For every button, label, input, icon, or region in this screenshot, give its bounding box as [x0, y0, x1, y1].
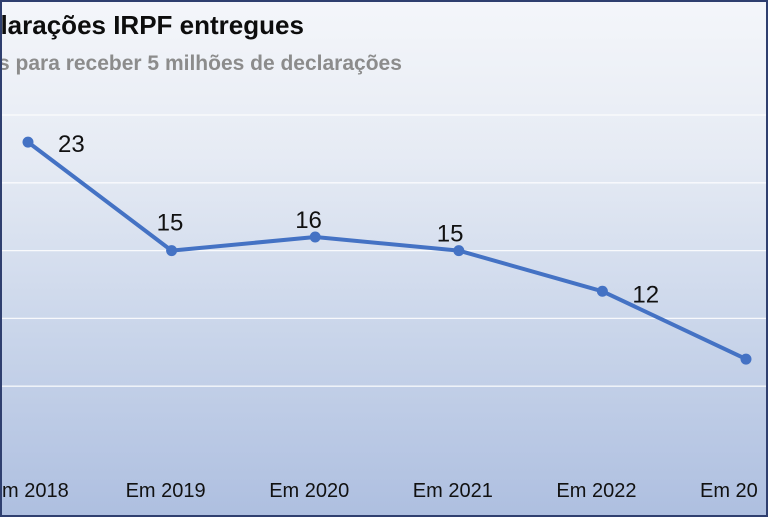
data-point	[740, 353, 752, 365]
data-label: 23	[58, 131, 85, 158]
data-label: 16	[295, 207, 322, 234]
data-point	[166, 245, 178, 257]
data-label: 15	[157, 210, 184, 237]
chart-subtitle: s para receber 5 milhões de declarações	[0, 52, 402, 75]
data-label: 15	[437, 221, 464, 248]
series-line	[26, 140, 747, 361]
data-point	[596, 285, 608, 297]
data-label: 12	[632, 281, 659, 308]
data-point	[309, 231, 321, 243]
data-point	[22, 136, 34, 148]
x-tick-label: Em 2021	[413, 480, 493, 502]
x-tick-label: Em 2022	[556, 480, 636, 502]
data-point	[453, 245, 465, 257]
x-tick-label: m 2018	[2, 480, 69, 502]
x-tick-label: Em 20	[700, 480, 758, 502]
chart-title: clarações IRPF entregues	[0, 10, 304, 40]
x-tick-label: Em 2019	[126, 480, 206, 502]
x-tick-label: Em 2020	[269, 480, 349, 502]
